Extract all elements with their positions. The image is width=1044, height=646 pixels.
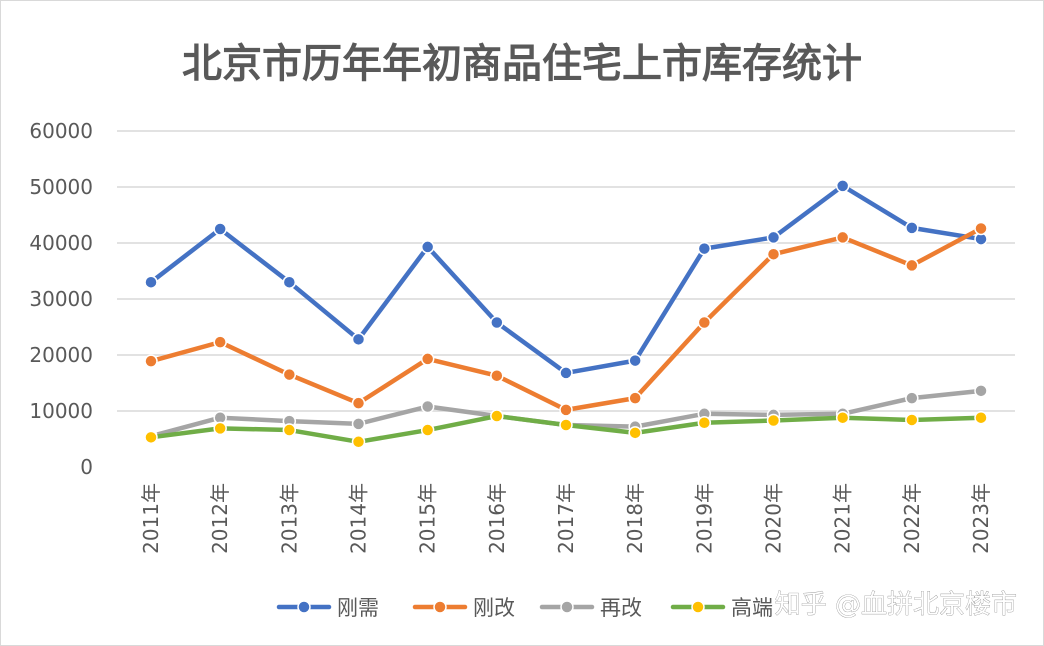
data-point — [144, 354, 158, 368]
x-tick-label: 2012年 — [208, 483, 232, 554]
data-point — [490, 368, 504, 383]
legend-label: 刚需 — [337, 596, 379, 620]
x-tick-label: 2022年 — [900, 483, 924, 554]
series-2 — [144, 221, 988, 417]
legend-item: 高端 — [670, 596, 773, 620]
data-point — [628, 391, 642, 405]
data-point — [628, 426, 642, 440]
y-tick-label: 60000 — [29, 119, 93, 143]
data-point — [835, 230, 850, 245]
data-point — [420, 423, 435, 437]
y-tick-label: 20000 — [29, 343, 93, 367]
y-tick-label: 30000 — [29, 287, 93, 311]
x-tick-label: 2017年 — [554, 483, 578, 554]
data-point — [420, 352, 435, 366]
x-tick-label: 2018年 — [623, 483, 647, 554]
data-point — [282, 367, 297, 382]
data-point — [351, 435, 366, 449]
data-point — [144, 275, 158, 289]
data-point — [420, 399, 435, 414]
legend-marker — [691, 600, 705, 614]
watermark-text: 知乎 @血拼北京楼市 — [775, 590, 1017, 620]
legend: 刚需 刚改 再改 高端 — [276, 596, 773, 620]
data-point — [282, 423, 297, 437]
data-point — [697, 315, 712, 330]
x-tick-label: 2019年 — [692, 483, 716, 554]
data-point — [351, 417, 366, 431]
data-point — [835, 179, 850, 193]
y-tick-label: 40000 — [29, 231, 93, 255]
legend-label: 高端 — [731, 596, 773, 620]
data-point — [974, 384, 988, 398]
data-point — [697, 241, 712, 256]
y-tick-label: 50000 — [29, 175, 93, 199]
x-tick-label: 2015年 — [416, 483, 440, 554]
data-point — [835, 410, 850, 425]
data-point — [351, 396, 366, 410]
legend-label: 刚改 — [473, 596, 515, 620]
data-point — [974, 410, 988, 425]
legend-item: 刚需 — [276, 596, 379, 620]
legend-marker — [433, 600, 447, 614]
data-point — [351, 332, 366, 347]
data-point — [905, 391, 919, 405]
data-point — [144, 430, 158, 445]
data-point — [766, 413, 781, 428]
data-point — [213, 335, 227, 349]
data-point — [282, 275, 297, 289]
x-tick-label: 2020年 — [762, 483, 786, 554]
data-point — [905, 413, 919, 427]
data-point — [490, 315, 504, 330]
data-point — [628, 353, 642, 368]
series-line — [148, 183, 984, 376]
y-axis-ticks: 0 10000 20000 30000 40000 50000 60000 — [29, 119, 93, 479]
data-point — [420, 240, 435, 254]
data-point — [559, 366, 573, 380]
legend-marker — [560, 600, 574, 614]
data-point — [490, 409, 504, 423]
data-point — [974, 221, 988, 236]
data-point — [213, 222, 227, 236]
legend-item: 再改 — [539, 596, 642, 620]
x-tick-label: 2023年 — [969, 483, 993, 554]
series-lines — [144, 179, 988, 449]
y-tick-label: 0 — [80, 455, 93, 479]
chart-title: 北京市历年年初商品住宅上市库存统计 — [182, 41, 862, 87]
data-point — [905, 221, 919, 235]
data-point — [213, 421, 227, 436]
data-point — [697, 416, 712, 430]
data-point — [766, 230, 781, 245]
data-point — [905, 258, 919, 273]
x-tick-label: 2016年 — [485, 483, 509, 554]
gridlines — [117, 130, 1015, 412]
series-4 — [144, 409, 988, 449]
x-tick-label: 2014年 — [347, 483, 371, 554]
y-tick-label: 10000 — [29, 399, 93, 423]
x-tick-label: 2013年 — [277, 483, 301, 554]
data-point — [559, 418, 573, 432]
data-point — [559, 403, 573, 417]
series-1 — [144, 179, 988, 380]
legend-marker — [297, 600, 311, 614]
x-axis-ticks: 2011年 2012年 2013年 2014年 2015年 2016年 2017年 2018年… — [139, 483, 993, 554]
legend-label: 再改 — [600, 596, 642, 620]
x-tick-label: 2021年 — [831, 483, 855, 554]
data-point — [766, 247, 781, 261]
series-line — [148, 226, 984, 413]
legend-item: 刚改 — [412, 596, 515, 620]
x-tick-label: 2011年 — [139, 483, 163, 554]
